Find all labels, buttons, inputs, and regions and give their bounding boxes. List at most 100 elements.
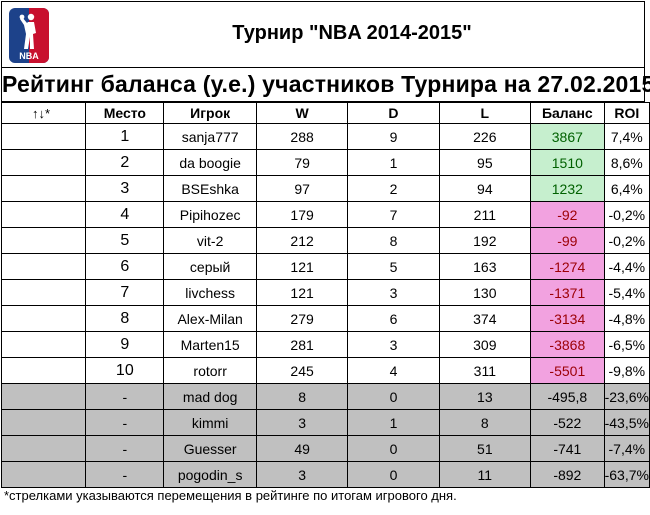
wins-cell: 245	[255, 357, 349, 384]
roi-cell: -0,2%	[603, 227, 650, 254]
draws-cell: 8	[347, 227, 440, 254]
balance-cell: -92	[530, 201, 605, 228]
wins-cell: 3	[255, 461, 349, 488]
place-cell: 4	[85, 201, 165, 228]
col-header-place: Место	[85, 102, 165, 124]
roi-cell: -7,4%	[603, 435, 650, 462]
table-row: 1 sanja777 288 9 226 3867 7,4%	[0, 123, 650, 150]
wins-cell: 49	[255, 435, 349, 462]
move-cell	[0, 227, 87, 254]
balance-cell: 1510	[530, 149, 605, 176]
table-row: 10 rotorr 245 4 311 -5501 -9,8%	[0, 357, 650, 384]
roi-cell: 6,4%	[603, 175, 650, 202]
wins-cell: 179	[255, 201, 349, 228]
draws-cell: 5	[347, 253, 440, 280]
player-cell: Alex-Milan	[163, 305, 257, 332]
tournament-header: NBA Турнир "NBA 2014-2015"	[1, 1, 645, 68]
basketball-player-icon	[19, 13, 36, 49]
move-cell	[0, 201, 87, 228]
col-header-l: L	[438, 102, 532, 124]
col-header-roi: ROI	[603, 102, 650, 124]
losses-cell: 11	[438, 461, 532, 488]
wins-cell: 281	[255, 331, 349, 358]
player-cell: BSEshka	[163, 175, 257, 202]
rating-title: Рейтинг баланса (у.е.) участников Турнир…	[1, 68, 650, 102]
losses-cell: 211	[438, 201, 532, 228]
place-cell: -	[85, 383, 165, 410]
roi-cell: -9,8%	[603, 357, 650, 384]
roi-cell: -43,5%	[603, 409, 650, 436]
player-cell: серый	[163, 253, 257, 280]
place-cell: -	[85, 461, 165, 488]
move-cell	[0, 149, 87, 176]
table-row: - kimmi 3 1 8 -522 -43,5%	[0, 409, 650, 436]
rating-table: ↑↓* Место Игрок W D L Баланс ROI 1 sanja7…	[0, 102, 650, 488]
tournament-title: Турнир "NBA 2014-2015"	[232, 22, 472, 44]
table-row: 9 Marten15 281 3 309 -3868 -6,5%	[0, 331, 650, 358]
roi-cell: -5,4%	[603, 279, 650, 306]
player-cell: Guesser	[163, 435, 257, 462]
table-row: 5 vit-2 212 8 192 -99 -0,2%	[0, 227, 650, 254]
balance-cell: -1274	[530, 253, 605, 280]
place-cell: 2	[85, 149, 165, 176]
place-cell: 10	[85, 357, 165, 384]
balance-cell: -99	[530, 227, 605, 254]
wins-cell: 8	[255, 383, 349, 410]
wins-cell: 121	[255, 279, 349, 306]
table-row: 7 livchess 121 3 130 -1371 -5,4%	[0, 279, 650, 306]
move-cell	[0, 305, 87, 332]
balance-cell: 3867	[530, 123, 605, 150]
roi-cell: 8,6%	[603, 149, 650, 176]
table-row: 3 BSEshka 97 2 94 1232 6,4%	[0, 175, 650, 202]
draws-cell: 1	[347, 409, 440, 436]
balance-cell: -1371	[530, 279, 605, 306]
table-row: - mad dog 8 0 13 -495,8 -23,6%	[0, 383, 650, 410]
roi-cell: -0,2%	[603, 201, 650, 228]
col-header-balance: Баланс	[530, 102, 605, 124]
move-cell	[0, 409, 87, 436]
roi-cell: -6,5%	[603, 331, 650, 358]
table-row: 6 серый 121 5 163 -1274 -4,4%	[0, 253, 650, 280]
move-cell	[0, 253, 87, 280]
footnote: *стрелками указываются перемещения в рей…	[4, 488, 457, 503]
table-row: 8 Alex-Milan 279 6 374 -3134 -4,8%	[0, 305, 650, 332]
player-cell: livchess	[163, 279, 257, 306]
losses-cell: 8	[438, 409, 532, 436]
col-header-move: ↑↓*	[0, 102, 87, 124]
roi-cell: 7,4%	[603, 123, 650, 150]
place-cell: 7	[85, 279, 165, 306]
player-cell: kimmi	[163, 409, 257, 436]
table-row: 2 da boogie 79 1 95 1510 8,6%	[0, 149, 650, 176]
losses-cell: 192	[438, 227, 532, 254]
logo-red-panel	[29, 8, 49, 63]
logo-text: NBA	[19, 51, 39, 61]
draws-cell: 9	[347, 123, 440, 150]
wins-cell: 212	[255, 227, 349, 254]
balance-cell: -495,8	[530, 383, 605, 410]
move-cell	[0, 123, 87, 150]
draws-cell: 0	[347, 461, 440, 488]
place-cell: 8	[85, 305, 165, 332]
balance-cell: -3134	[530, 305, 605, 332]
move-cell	[0, 331, 87, 358]
move-cell	[0, 435, 87, 462]
draws-cell: 4	[347, 357, 440, 384]
losses-cell: 309	[438, 331, 532, 358]
col-header-d: D	[347, 102, 440, 124]
table-row: - pogodin_s 3 0 11 -892 -63,7%	[0, 461, 650, 488]
losses-cell: 226	[438, 123, 532, 150]
place-cell: -	[85, 409, 165, 436]
roi-cell: -4,4%	[603, 253, 650, 280]
losses-cell: 163	[438, 253, 532, 280]
wins-cell: 288	[255, 123, 349, 150]
nba-logo: NBA	[9, 8, 49, 63]
losses-cell: 374	[438, 305, 532, 332]
wins-cell: 279	[255, 305, 349, 332]
roi-cell: -23,6%	[603, 383, 650, 410]
losses-cell: 130	[438, 279, 532, 306]
table-row: - Guesser 49 0 51 -741 -7,4%	[0, 435, 650, 462]
move-cell	[0, 461, 87, 488]
player-cell: mad dog	[163, 383, 257, 410]
player-cell: da boogie	[163, 149, 257, 176]
